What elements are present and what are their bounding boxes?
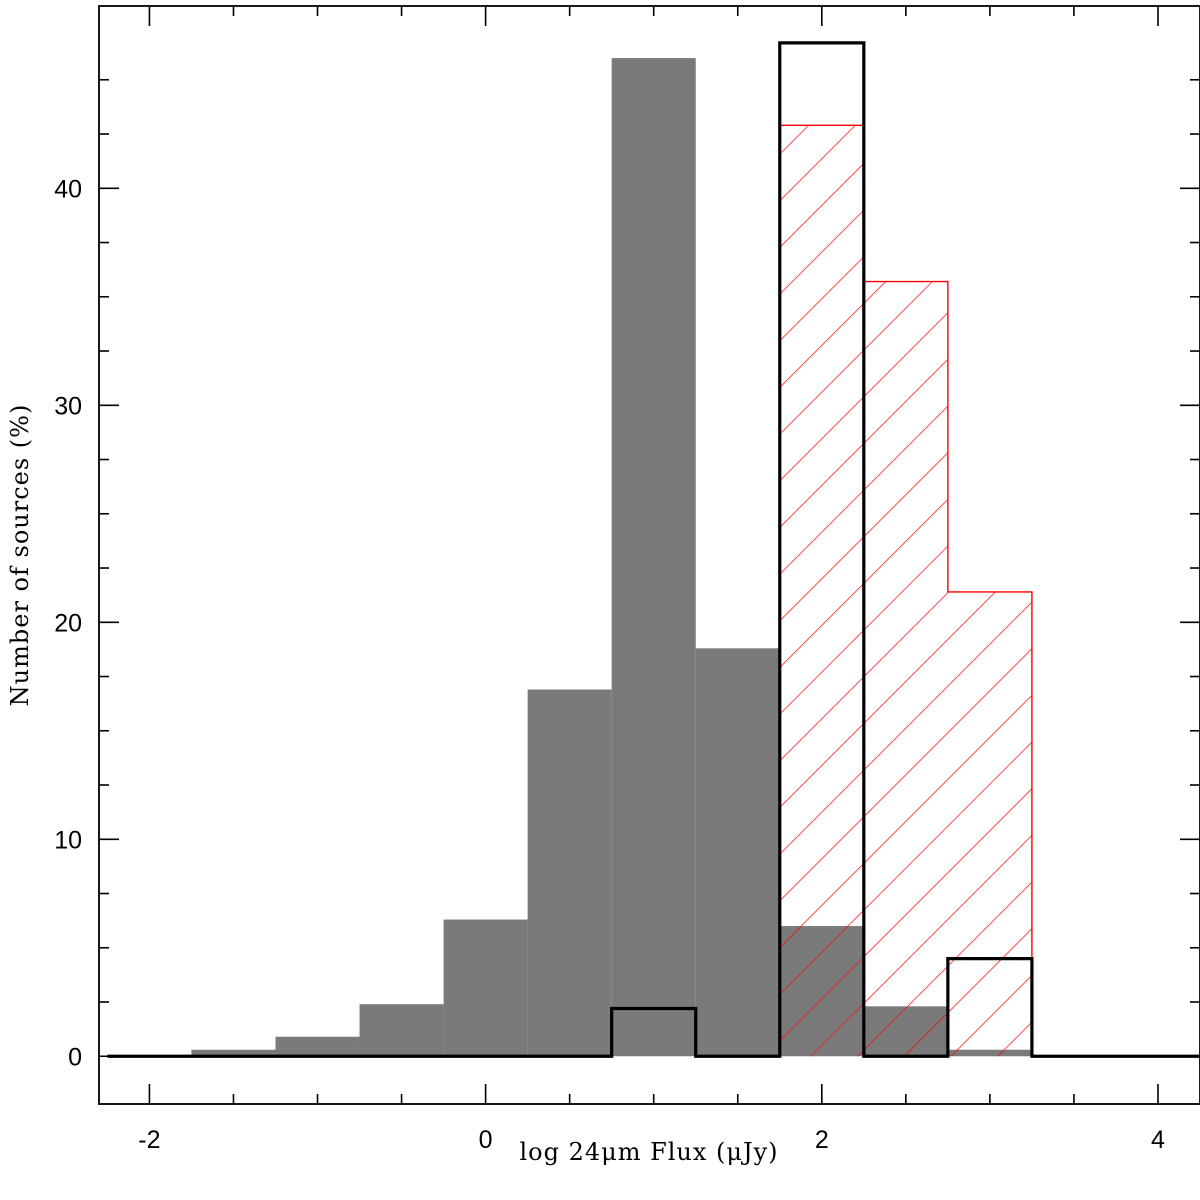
grey-bar-6: [695, 648, 780, 1057]
y-tick-label: 30: [54, 392, 82, 420]
red-hatched-outline: [779, 124, 1033, 1057]
histogram-bars: [107, 41, 1200, 1058]
x-tick-label: -2: [138, 1126, 160, 1154]
grey-bar-5: [611, 58, 696, 1057]
y-tick-label: 0: [68, 1043, 82, 1071]
y-tick-label: 40: [54, 175, 82, 203]
grey-bar-0: [191, 1049, 276, 1057]
red-hatched-bar-2: [947, 591, 1032, 1057]
y-tick-label: 20: [54, 609, 82, 637]
grey-bar-3: [443, 919, 528, 1057]
grey-bar-1: [275, 1036, 360, 1057]
axis-ticks: [99, 6, 1200, 1104]
y-tick-label: 10: [54, 826, 82, 854]
x-tick-label: 2: [815, 1126, 829, 1154]
grey-bar-2: [359, 1004, 444, 1057]
x-tick-label: 0: [479, 1126, 493, 1154]
red-hatched-bar-0: [779, 125, 864, 1057]
plot-frame: [98, 5, 1200, 1105]
x-axis-title: log 24μm Flux (μJy): [519, 1138, 778, 1166]
x-tick-label: 4: [1151, 1126, 1165, 1154]
grey-bar-4: [527, 689, 612, 1057]
black-outline-histogram: [107, 41, 1200, 1058]
red-hatched-bar-1: [863, 281, 948, 1057]
y-axis-title: Number of sources (%): [6, 404, 34, 707]
